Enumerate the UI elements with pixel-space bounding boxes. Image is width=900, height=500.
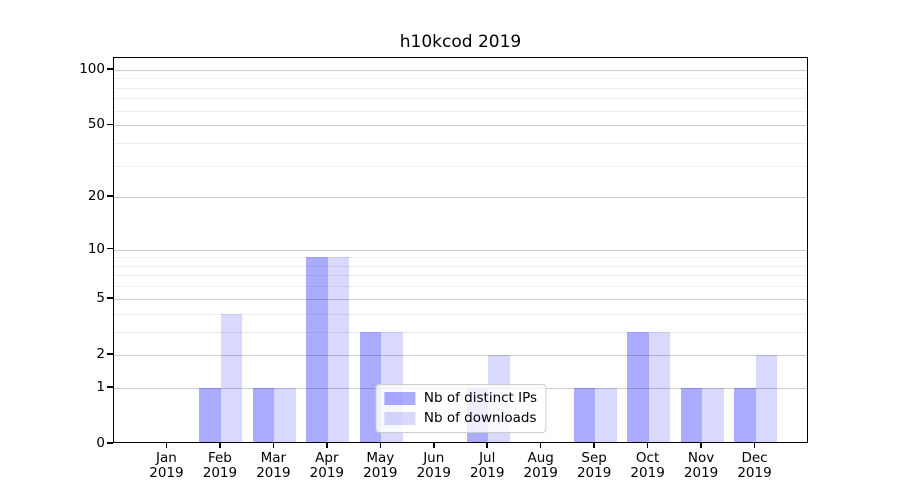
minor-gridline	[114, 78, 807, 80]
y-tick-label: 20	[87, 188, 105, 205]
major-gridline	[114, 197, 807, 199]
x-tick-label: Oct 2019	[630, 450, 665, 481]
plot-area: Nb of distinct IPs Nb of downloads	[113, 57, 808, 443]
major-gridline	[114, 125, 807, 127]
y-tick-mark	[107, 386, 113, 388]
major-gridline	[114, 354, 807, 356]
minor-gridline	[114, 331, 807, 333]
minor-gridline	[114, 110, 807, 112]
legend-swatch	[383, 391, 415, 405]
y-tick-mark	[107, 123, 113, 126]
bar-downloads	[755, 354, 778, 442]
x-tick-mark	[753, 443, 756, 448]
legend-label: Nb of downloads	[423, 410, 537, 426]
minor-gridline	[114, 275, 807, 277]
y-tick-label: 10	[87, 240, 105, 257]
bar-distinct-ips	[306, 257, 328, 442]
y-tick-label: 50	[87, 116, 105, 133]
bar-downloads	[648, 331, 671, 442]
x-tick-label: May 2019	[363, 450, 398, 481]
bar-distinct-ips	[252, 387, 275, 442]
minor-gridline	[114, 165, 807, 167]
bar-distinct-ips	[199, 387, 221, 442]
bar-downloads	[327, 257, 350, 442]
x-tick-label: Jan 2019	[149, 450, 184, 481]
minor-gridline	[114, 142, 807, 144]
chart-title: h10kcod 2019	[399, 32, 522, 52]
minor-gridline	[114, 257, 807, 259]
y-tick-mark	[107, 68, 113, 70]
x-tick-label: Jun 2019	[416, 450, 451, 481]
minor-gridline	[114, 87, 807, 89]
x-tick-mark	[272, 443, 275, 448]
x-tick-mark	[165, 443, 168, 448]
y-tick-label: 2	[96, 345, 105, 362]
y-tick-label: 100	[79, 60, 105, 77]
y-tick-mark	[107, 247, 113, 250]
y-tick-label: 5	[96, 289, 105, 306]
y-tick-mark	[107, 353, 113, 355]
x-tick-mark	[433, 443, 435, 448]
legend-item: Nb of downloads	[383, 410, 537, 426]
x-tick-mark	[700, 443, 702, 448]
major-gridline	[114, 69, 807, 71]
minor-gridline	[114, 98, 807, 100]
major-gridline	[114, 298, 807, 300]
bar-downloads	[220, 313, 243, 442]
x-tick-mark	[646, 443, 649, 448]
major-gridline	[114, 249, 807, 251]
x-tick-label: Sep 2019	[576, 450, 612, 481]
x-tick-mark	[379, 443, 382, 448]
bar-distinct-ips	[627, 331, 649, 442]
x-tick-label: Feb 2019	[202, 450, 238, 481]
bar-downloads	[274, 387, 296, 442]
legend-item: Nb of distinct IPs	[383, 390, 538, 406]
x-tick-mark	[219, 443, 221, 448]
minor-gridline	[114, 313, 807, 315]
x-tick-label: Aug 2019	[523, 450, 558, 481]
x-tick-mark	[486, 443, 488, 448]
legend-label: Nb of distinct IPs	[423, 390, 538, 406]
x-tick-label: Jul 2019	[470, 450, 505, 481]
x-tick-mark	[539, 443, 542, 448]
legend-swatch	[383, 411, 415, 425]
bar-distinct-ips	[734, 387, 756, 442]
bar-distinct-ips	[680, 387, 703, 442]
bar-distinct-ips	[573, 387, 596, 442]
y-tick-mark	[107, 442, 113, 444]
x-tick-label: Nov 2019	[683, 450, 719, 481]
bar-downloads	[702, 387, 724, 442]
x-tick-label: Apr 2019	[309, 450, 345, 481]
y-tick-mark	[107, 297, 113, 299]
x-tick-mark	[326, 443, 328, 448]
x-tick-label: Mar 2019	[256, 450, 291, 481]
x-tick-label: Dec 2019	[737, 450, 772, 481]
legend: Nb of distinct IPs Nb of downloads	[374, 384, 547, 433]
x-tick-mark	[593, 443, 595, 448]
y-tick-label: 1	[96, 378, 105, 395]
y-tick-label: 0	[96, 435, 105, 451]
minor-gridline	[114, 265, 807, 267]
bar-downloads	[595, 387, 617, 442]
minor-gridline	[114, 286, 807, 288]
y-tick-mark	[107, 195, 113, 197]
